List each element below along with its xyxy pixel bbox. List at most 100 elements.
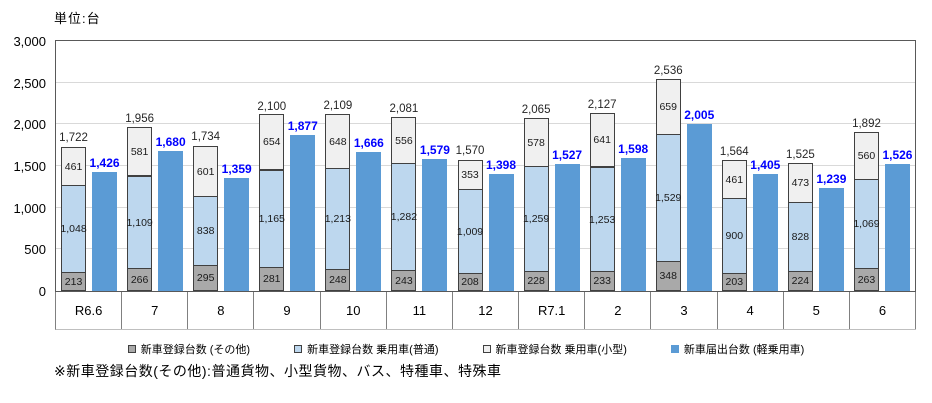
stack-segment: 353 [457, 160, 483, 190]
stack-segment: 281 [259, 267, 285, 291]
kei-value-label: 2,005 [684, 108, 715, 122]
stack-total-label: 2,127 [587, 99, 617, 111]
registration-stacked-bar: 213 1,048 461 1,722 [59, 132, 88, 291]
legend-marker-icon [294, 345, 303, 353]
kei-value-label: 1,680 [155, 135, 186, 149]
kei-value-label: 1,359 [221, 162, 252, 176]
registration-stacked-bar: 203 900 461 1,564 [720, 146, 749, 291]
stack-segment: 473 [787, 163, 813, 203]
stack-segment: 578 [523, 118, 549, 167]
kei-bar: 1,527 [552, 148, 582, 291]
x-axis-label: 8 [188, 292, 255, 329]
stack-segment: 560 [853, 132, 879, 180]
kei-value-label: 1,579 [419, 143, 450, 157]
x-axis: R6.6 7 8 9 10 11 12 R7.1 2 3 4 5 6 [55, 292, 917, 330]
registration-stacked-bar: 281 1,165 654 2,100 [257, 101, 286, 291]
gridline [56, 82, 915, 83]
registration-stacked-bar: 263 1,069 560 1,892 [852, 118, 881, 291]
stack-segment: 1,253 [589, 167, 615, 272]
bar-group: 208 1,009 353 1,570 1,398 [452, 41, 518, 291]
bar-group: 224 828 473 1,525 1,239 [783, 41, 849, 291]
legend-label: 新車登録台数 乗用車(小型) [495, 344, 627, 356]
y-axis: 0 500 1,000 1,500 2,000 2,500 3,000 [0, 34, 48, 299]
stack-segment: 243 [391, 270, 417, 291]
gridline [56, 207, 915, 208]
kei-bar: 1,398 [486, 158, 516, 291]
x-axis-label: 7 [122, 292, 189, 329]
stack-segment: 1,109 [126, 176, 153, 269]
bar-group: 248 1,213 648 2,109 1,666 [320, 41, 386, 291]
stack-segment: 1,282 [391, 163, 417, 271]
stack-segment: 1,165 [259, 170, 285, 268]
stack-total-label: 1,722 [59, 132, 88, 144]
stack-segment: 348 [655, 261, 681, 291]
stack-segment: 224 [787, 271, 813, 291]
y-tick-label: 1,500 [13, 159, 46, 174]
kei-bar: 1,405 [750, 158, 780, 291]
x-axis-label: 2 [585, 292, 652, 329]
y-tick-label: 3,000 [13, 34, 46, 49]
stack-segment: 654 [259, 114, 285, 170]
y-tick-label: 2,000 [13, 117, 46, 133]
kei-bar: 1,598 [618, 142, 648, 291]
plot-area: 213 1,048 461 1,722 1,426 266 1,109 581 1,956 1,6… [55, 40, 916, 292]
y-tick-label: 1,000 [13, 200, 46, 216]
gridline [56, 248, 915, 249]
stack-total-label: 2,100 [257, 101, 287, 113]
stack-segment: 208 [457, 273, 483, 291]
stack-segment: 295 [193, 265, 219, 291]
x-axis-label: R7.1 [519, 292, 586, 329]
kei-bar: 1,526 [882, 148, 912, 291]
stack-total-label: 1,525 [786, 149, 815, 161]
bar-group: 281 1,165 654 2,100 1,877 [254, 41, 320, 291]
kei-value-label: 1,398 [485, 158, 517, 172]
bar-group: 233 1,253 641 2,127 1,598 [585, 41, 651, 291]
stack-segment: 601 [193, 146, 219, 197]
legend-label: 新車登録台数 乗用車(普通) [307, 344, 439, 356]
legend-label: 新車登録台数 (その他) [140, 344, 251, 356]
stack-total-label: 1,734 [191, 131, 221, 143]
registration-stacked-bar: 208 1,009 353 1,570 [456, 145, 484, 291]
x-axis-label: 11 [387, 292, 453, 329]
stack-segment: 461 [721, 160, 747, 199]
x-axis-label: 10 [321, 292, 387, 329]
unit-label: 単位:台 [54, 11, 101, 26]
bar-group: 263 1,069 560 1,892 1,526 [849, 41, 915, 291]
gridline [56, 123, 915, 124]
stack-segment: 1,259 [523, 166, 549, 272]
stack-segment: 213 [61, 272, 87, 291]
kei-bar: 1,239 [816, 172, 846, 291]
kei-value-label: 1,527 [552, 148, 583, 162]
bar-group: 213 1,048 461 1,722 1,426 [56, 41, 122, 291]
x-axis-label: 4 [718, 292, 784, 329]
stack-segment: 228 [523, 271, 549, 291]
stack-segment: 248 [325, 269, 351, 291]
stack-total-label: 1,564 [719, 146, 749, 158]
legend: 新車登録台数 (その他) 新車登録台数 乗用車(普通) 新車登録台数 乗用車(小型)… [0, 341, 932, 357]
stack-segment: 233 [589, 271, 615, 291]
stack-segment: 900 [721, 198, 747, 274]
footnote: ※新車登録台数(その他):普通貨物、小型貨物、バス、特種車、特殊車 [54, 363, 502, 379]
bar-group: 295 838 601 1,734 1,359 [188, 41, 254, 291]
registration-stacked-bar: 248 1,213 648 2,109 [323, 100, 352, 291]
registration-stacked-bar: 295 838 601 1,734 [191, 131, 220, 291]
legend-item: 新車登録台数 乗用車(普通) [294, 341, 439, 357]
y-tick-label: 500 [24, 242, 46, 258]
x-axis-label: R6.6 [56, 292, 123, 329]
stack-segment: 659 [655, 79, 681, 135]
registration-stacked-bar: 348 1,529 659 2,536 [654, 65, 683, 291]
stack-total-label: 2,081 [389, 103, 419, 115]
stack-segment: 838 [193, 195, 219, 266]
kei-bar: 2,005 [684, 108, 714, 291]
gridline [56, 165, 915, 166]
registration-stacked-bar: 233 1,253 641 2,127 [588, 99, 617, 291]
kei-bar: 1,680 [156, 135, 186, 291]
kei-value-label: 1,405 [750, 158, 781, 172]
bar-group: 203 900 461 1,564 1,405 [717, 41, 783, 291]
kei-bar: 1,666 [354, 136, 384, 291]
stack-segment: 581 [127, 127, 153, 176]
legend-marker-icon [127, 345, 136, 353]
stack-segment: 1,529 [655, 134, 681, 262]
stack-segment: 263 [853, 268, 879, 291]
